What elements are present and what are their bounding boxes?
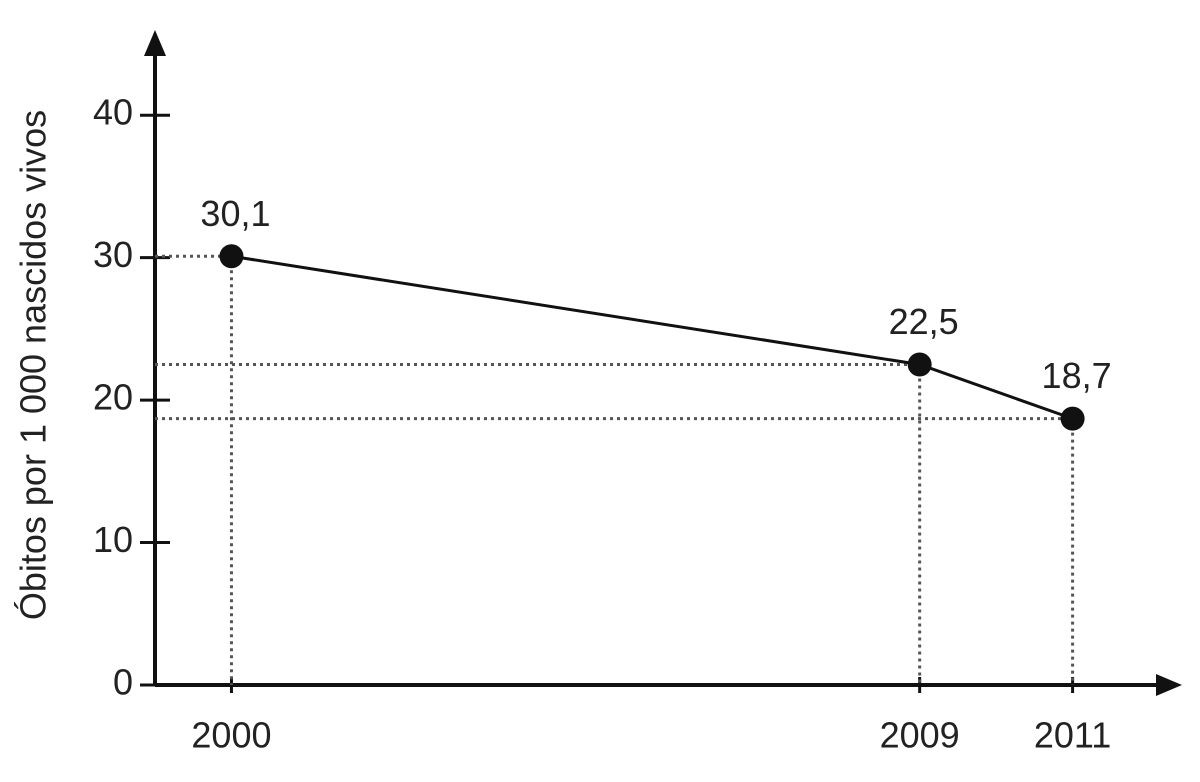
value-label: 22,5 xyxy=(889,301,959,342)
y-tick-label: 40 xyxy=(93,92,133,133)
point xyxy=(907,352,932,377)
y-axis-label: Óbitos por 1 000 nascidos vivos xyxy=(13,110,54,620)
value-label: 30,1 xyxy=(200,193,270,234)
point xyxy=(1060,406,1085,431)
y-tick-label: 20 xyxy=(93,377,133,418)
y-tick-label: 10 xyxy=(93,519,133,560)
point xyxy=(219,244,244,269)
x-tick-label: 2011 xyxy=(1034,715,1111,756)
x-tick-label: 2009 xyxy=(880,715,960,756)
y-tick-label: 0 xyxy=(113,662,133,703)
y-axis-arrow xyxy=(144,30,166,56)
x-tick-label: 2000 xyxy=(191,715,271,756)
x-axis-arrow xyxy=(1156,674,1182,696)
value-label: 18,7 xyxy=(1042,355,1112,396)
y-tick-label: 30 xyxy=(93,234,133,275)
